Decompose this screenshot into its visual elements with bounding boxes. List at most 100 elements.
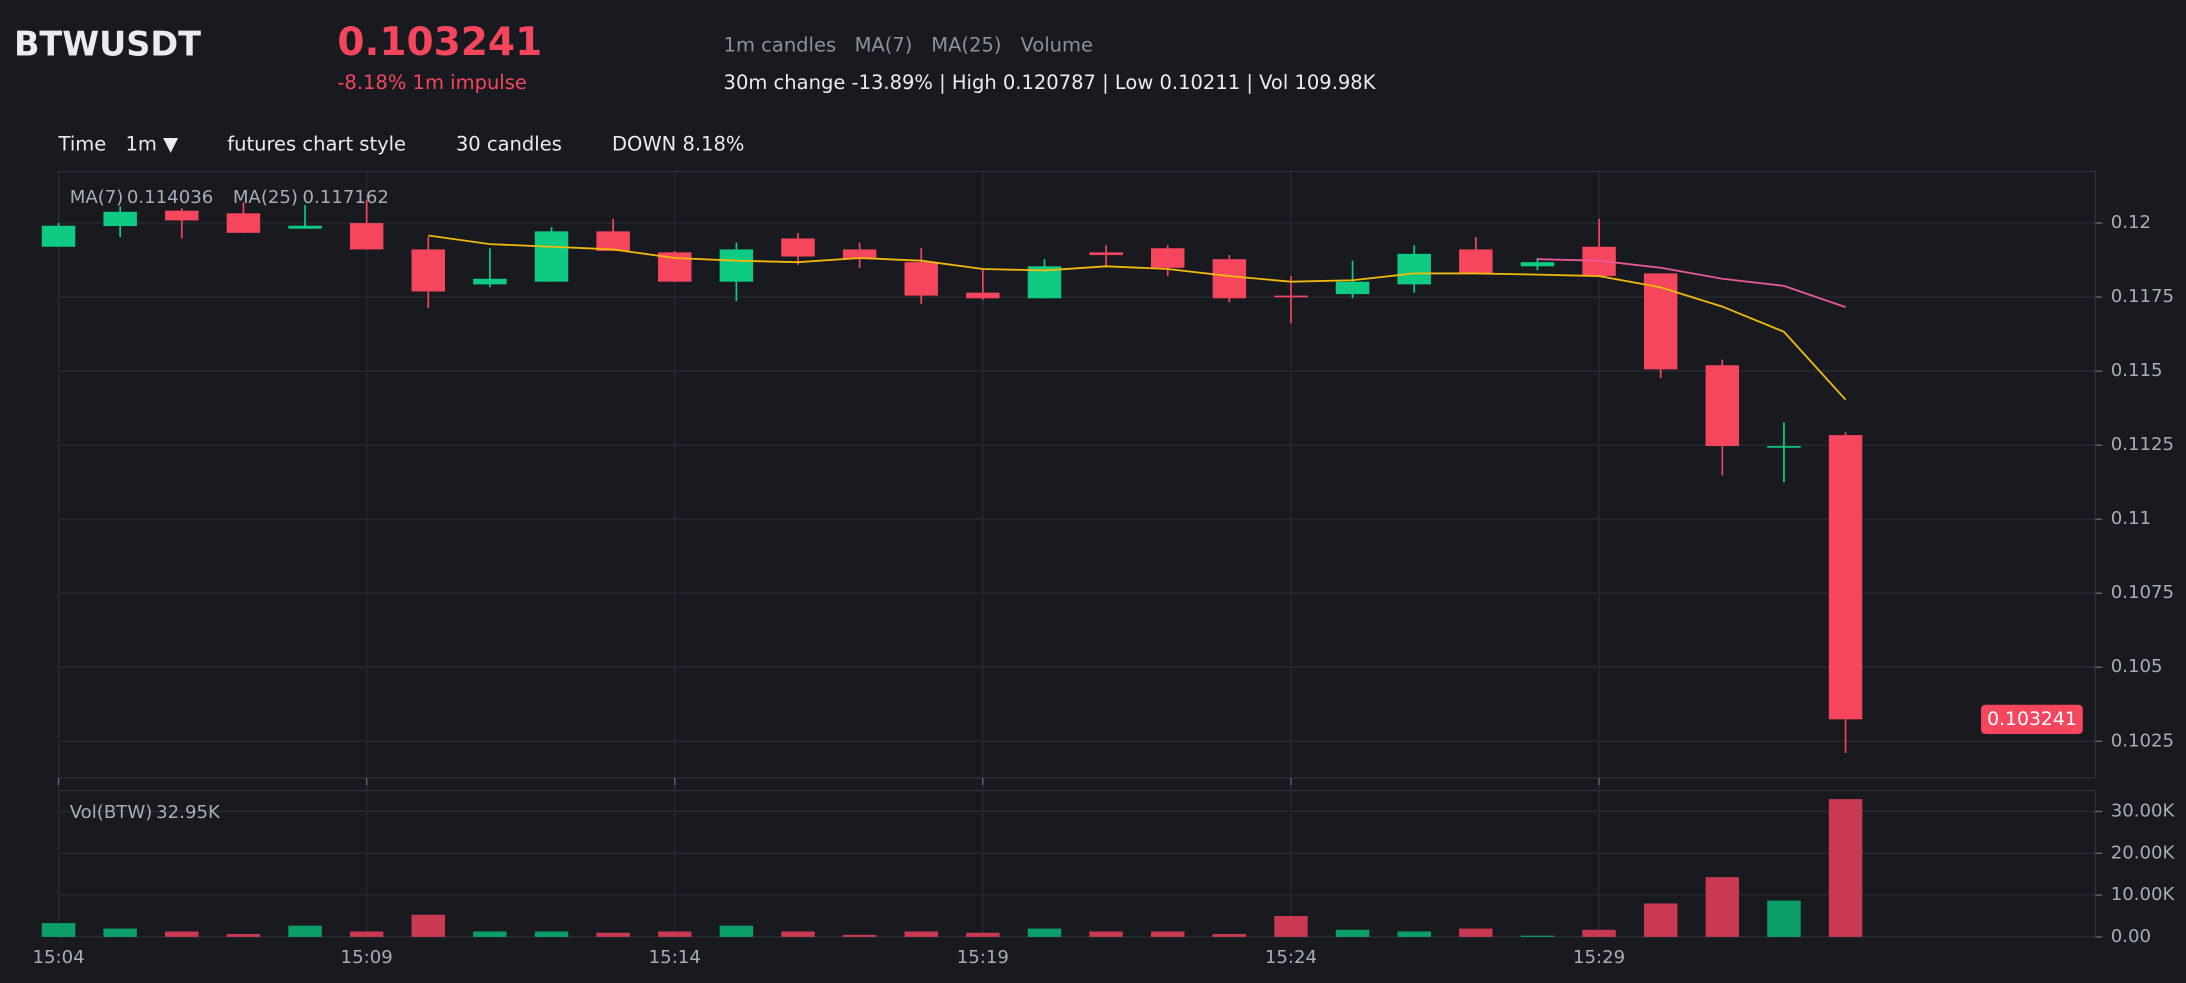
x-tick-label: 15:24	[1265, 947, 1317, 968]
candle-body	[1397, 253, 1431, 285]
chart-style[interactable]: futures chart style	[227, 133, 406, 156]
volume-bar	[1089, 931, 1123, 937]
price-tag	[1981, 704, 2083, 734]
y-tick-label: 0.12	[2111, 212, 2151, 233]
volume-bar	[226, 933, 261, 937]
volume-bar	[1212, 933, 1247, 937]
y-tick-label: 0.1175	[2111, 286, 2174, 307]
volume-bar	[842, 934, 877, 937]
candle-body	[1459, 249, 1493, 274]
candle-body	[165, 210, 199, 221]
volume-bar	[781, 931, 815, 937]
candle-body	[596, 231, 630, 251]
price: 0.103241	[337, 20, 542, 65]
time-label: Time	[58, 133, 107, 156]
candle-body	[41, 225, 76, 247]
x-tick-label: 15:14	[649, 947, 701, 968]
volume-latest: 32.95K	[156, 802, 221, 823]
candle-body	[781, 238, 815, 257]
y-tick-label: 0.1025	[2111, 730, 2174, 751]
volume-bar	[1767, 900, 1801, 937]
y-tick-label: 0.11	[2111, 508, 2151, 529]
direction: DOWN 8.18%	[612, 133, 744, 156]
candle-body	[103, 211, 137, 227]
y-tick-label: 30.00K	[2111, 800, 2176, 821]
volume-bar	[719, 925, 754, 937]
candle-body	[1767, 446, 1801, 448]
candle-body	[904, 262, 938, 296]
volume-bar	[411, 914, 446, 937]
ma-value: 0.117162	[303, 187, 389, 208]
y-tick-label: 0.00	[2111, 926, 2151, 947]
volume-bar	[1150, 931, 1185, 937]
volume-bar	[288, 925, 322, 937]
candle-body	[473, 278, 507, 285]
ma-label: MA(7)	[70, 187, 124, 208]
candle-body	[842, 249, 877, 260]
volume-bar	[1335, 929, 1370, 937]
candle-body	[226, 213, 261, 233]
y-tick-label: 10.00K	[2111, 884, 2176, 905]
volume-bar	[349, 931, 384, 937]
volume-bar	[165, 931, 199, 937]
candle-body	[1643, 273, 1678, 370]
volume-bar	[41, 923, 76, 937]
candle-body	[1274, 295, 1308, 298]
volume-bar	[1274, 916, 1308, 937]
legend-item: Volume	[1021, 34, 1094, 57]
ma-line	[1537, 258, 1846, 308]
candle-body	[534, 231, 569, 282]
symbol: BTWUSDT	[14, 25, 201, 64]
y-tick-label: 0.1125	[2111, 434, 2174, 455]
volume-bar	[534, 931, 569, 937]
legend-item: MA(25)	[931, 34, 1001, 57]
change: -8.18% 1m impulse	[337, 71, 527, 94]
volume-bar	[1705, 877, 1740, 937]
volume-bar	[1397, 931, 1431, 937]
candle-count: 30 candles	[456, 133, 562, 156]
volume-bar	[904, 931, 938, 937]
candle-body	[719, 249, 754, 282]
ma-value: 0.114036	[127, 187, 213, 208]
volume-bar	[473, 931, 507, 937]
volume-bar	[966, 932, 1000, 937]
candle-body	[288, 225, 322, 229]
volume-bar	[1459, 928, 1493, 937]
x-tick-label: 15:19	[957, 947, 1009, 968]
volume-bar	[1643, 903, 1678, 937]
x-tick-label: 15:04	[32, 947, 84, 968]
candle-body	[1335, 281, 1370, 295]
candle-body	[349, 223, 384, 250]
stats: 30m change -13.89% | High 0.120787 | Low…	[724, 71, 1377, 94]
volume-bar	[103, 928, 137, 937]
ma-label: MA(25)	[233, 187, 298, 208]
volume-bar	[596, 932, 630, 937]
legend-item: MA(7)	[855, 34, 913, 57]
ma-line	[428, 234, 1847, 401]
volume-bar	[1828, 799, 1863, 937]
volume-bar	[658, 931, 692, 937]
y-tick-label: 0.115	[2111, 360, 2163, 381]
x-tick-label: 15:29	[1573, 947, 1625, 968]
y-tick-label: 0.1075	[2111, 582, 2174, 603]
candle-body	[1520, 262, 1555, 267]
legend-item: 1m candles	[724, 34, 837, 57]
candle-body	[1705, 365, 1740, 447]
volume-title: Vol(BTW)	[70, 802, 153, 823]
y-tick-label: 0.105	[2111, 656, 2163, 677]
y-tick-label: 20.00K	[2111, 842, 2176, 863]
candle-body	[966, 292, 1000, 299]
candle-body	[1828, 435, 1863, 720]
interval-select[interactable]: 1m ▼	[125, 133, 178, 156]
candle-body	[1027, 266, 1062, 299]
candle-body	[1212, 259, 1247, 299]
x-tick-label: 15:09	[341, 947, 393, 968]
volume-bar	[1582, 929, 1616, 937]
candle-body	[1150, 248, 1185, 268]
candle-body	[411, 249, 446, 292]
volume-bar	[1520, 935, 1555, 937]
candle-body	[1089, 252, 1123, 256]
